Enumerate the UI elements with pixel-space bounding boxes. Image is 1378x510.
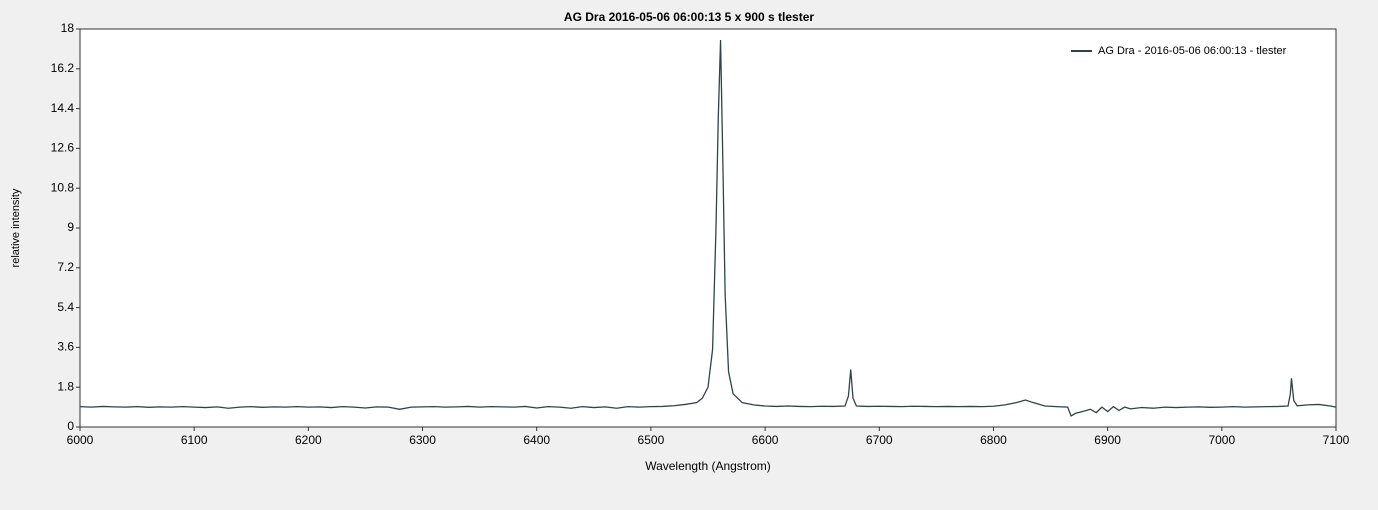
chart-title: AG Dra 2016-05-06 06:00:13 5 x 900 s tle…: [564, 10, 814, 24]
x-tick-label: 6500: [638, 433, 665, 447]
y-tick-label: 1.8: [57, 379, 74, 393]
y-tick-label: 0: [67, 419, 74, 433]
x-tick-label: 6800: [980, 433, 1007, 447]
x-tick-label: 6900: [1094, 433, 1121, 447]
x-axis-label: Wavelength (Angstrom): [645, 459, 771, 473]
plot-area: [79, 28, 1337, 428]
x-tick-label: 7100: [1323, 433, 1350, 447]
x-tick-label: 6100: [181, 433, 208, 447]
x-tick-label: 6400: [523, 433, 550, 447]
x-tick-label: 6300: [409, 433, 436, 447]
y-tick-label: 10.8: [51, 180, 75, 194]
y-tick-label: 7.2: [57, 260, 74, 274]
x-tick-label: 7000: [1208, 433, 1235, 447]
legend-label: AG Dra - 2016-05-06 06:00:13 - tlester: [1098, 45, 1287, 57]
x-tick-label: 6600: [752, 433, 779, 447]
y-tick-label: 12.6: [51, 141, 75, 155]
y-tick-label: 9: [67, 220, 74, 234]
y-tick-label: 18: [61, 21, 75, 35]
y-tick-label: 14.4: [51, 101, 75, 115]
x-tick-label: 6000: [67, 433, 94, 447]
y-tick-label: 5.4: [57, 300, 74, 314]
y-tick-label: 16.2: [51, 61, 75, 75]
x-tick-label: 6700: [866, 433, 893, 447]
y-axis-label: relative intensity: [10, 188, 22, 267]
spectrum-line: [79, 40, 1337, 417]
x-tick-label: 6200: [295, 433, 322, 447]
y-tick-label: 3.6: [57, 340, 74, 354]
